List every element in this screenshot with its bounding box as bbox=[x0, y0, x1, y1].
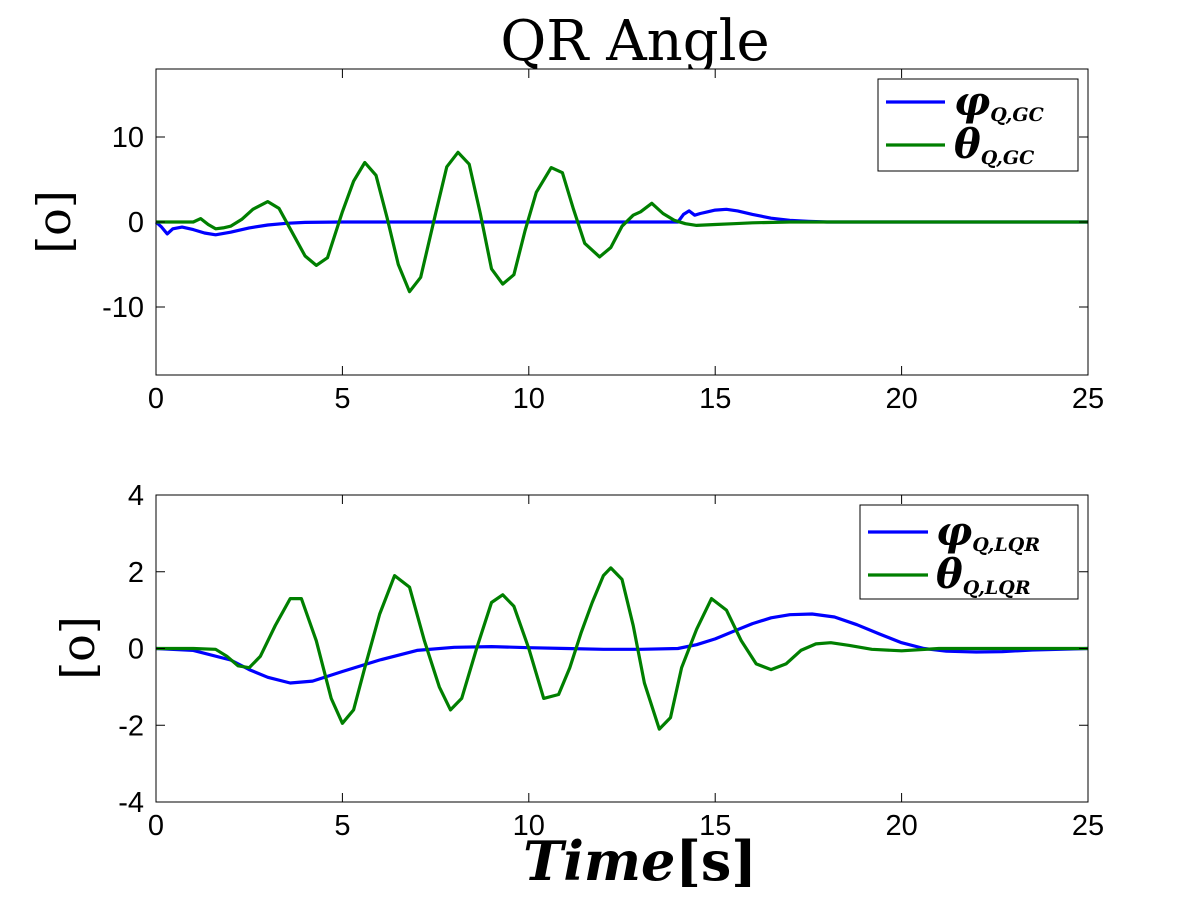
x-tick-label: 15 bbox=[699, 383, 731, 415]
legend-subscript: Q,LQR bbox=[972, 534, 1040, 556]
x-tick-label: 15 bbox=[699, 810, 731, 842]
x-tick-label: 10 bbox=[513, 810, 545, 842]
series-line-theta bbox=[156, 566, 1088, 731]
y-tick-label: -4 bbox=[118, 787, 144, 819]
legend-entry-theta: θQ,GC bbox=[954, 121, 1034, 169]
y-tick-label: 0 bbox=[128, 634, 144, 666]
y-tick-label: 2 bbox=[128, 557, 144, 589]
x-tick-label: 10 bbox=[513, 383, 545, 415]
legend-subscript: Q,GC bbox=[990, 104, 1044, 126]
x-axis-label-main: Time bbox=[523, 829, 675, 893]
legend-entry-theta: θQ,LQR bbox=[936, 551, 1031, 599]
x-tick-label: 20 bbox=[885, 383, 917, 415]
legend-box bbox=[859, 504, 1079, 600]
x-tick-label: 5 bbox=[334, 810, 350, 842]
y-tick-label: 4 bbox=[128, 480, 144, 512]
x-axis-label-unit: [s] bbox=[675, 829, 757, 893]
x-tick-label: 25 bbox=[1072, 383, 1104, 415]
legend-subscript: Q,GC bbox=[981, 147, 1035, 169]
x-tick-label: 25 bbox=[1072, 810, 1104, 842]
series-line-phi bbox=[154, 207, 1088, 237]
series-line-phi bbox=[155, 612, 1089, 685]
legend-symbol: θ bbox=[936, 551, 963, 598]
legend-symbol: θ bbox=[954, 121, 981, 168]
series-line-theta bbox=[156, 150, 1088, 294]
legend-subscript: Q,LQR bbox=[963, 577, 1031, 599]
x-tick-label: 5 bbox=[334, 383, 350, 415]
legend-symbol: φ bbox=[936, 508, 972, 555]
y-axis-label: [o] bbox=[27, 190, 81, 254]
x-tick-label: 0 bbox=[148, 383, 164, 415]
y-tick-label: 10 bbox=[112, 122, 144, 154]
figure-title: QR Angle bbox=[500, 9, 769, 74]
legend-entry-phi: φQ,GC bbox=[954, 78, 1044, 126]
x-axis-label: Time[s] bbox=[523, 829, 757, 893]
legend-symbol: φ bbox=[954, 78, 990, 125]
y-tick-label: -10 bbox=[102, 292, 144, 324]
legend-entry-phi: φQ,LQR bbox=[936, 508, 1040, 556]
y-tick-label: -2 bbox=[118, 710, 144, 742]
x-tick-label: 0 bbox=[148, 810, 164, 842]
legend-box bbox=[877, 78, 1079, 172]
y-tick-label: 0 bbox=[128, 207, 144, 239]
y-axis-label: [o] bbox=[51, 616, 105, 680]
x-tick-label: 20 bbox=[885, 810, 917, 842]
